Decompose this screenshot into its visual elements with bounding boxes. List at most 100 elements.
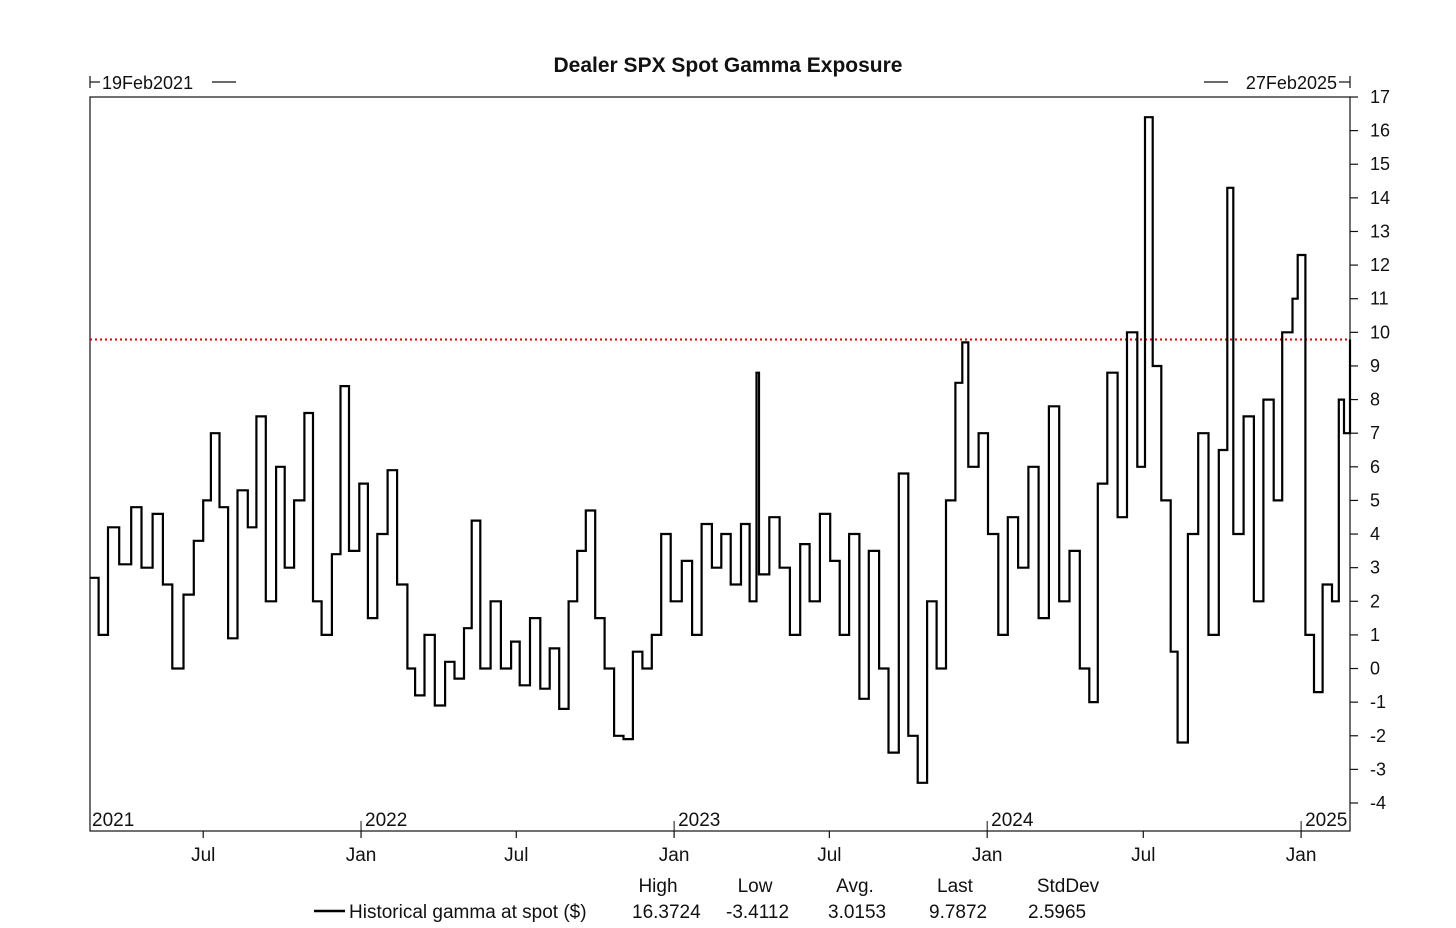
data-point [613,735,615,737]
data-point [236,489,239,491]
data-point [423,634,426,636]
data-point [1304,634,1306,636]
legend-value-last: 9.7872 [929,902,987,923]
data-point [348,550,350,552]
chart-title: Dealer SPX Spot Gamma Exposure [554,54,903,77]
y-tick-label: 5 [1370,490,1380,510]
date-range-markers: 19Feb2021 27Feb2025 [89,73,1351,93]
data-point [275,466,277,468]
data-point [331,553,333,555]
y-tick-label: 9 [1370,356,1380,376]
data-point [1262,399,1264,401]
y-tick-label: 17 [1370,87,1390,107]
data-point [98,634,100,636]
data-point [1349,338,1351,341]
data-point [255,415,257,417]
data-point [1281,331,1283,333]
data-point [1068,550,1071,552]
data-point [414,694,416,697]
data-point [107,526,109,528]
data-point [202,499,204,501]
y-tick-label: 15 [1370,154,1390,174]
data-point [140,567,143,569]
data-point [247,526,249,528]
legend: Historical gamma at spot ($) High Low Av… [314,876,1100,923]
data-point [182,594,185,596]
date-start-label: 19Feb2021 [102,73,193,93]
data-point [376,533,378,535]
data-point [691,634,693,636]
legend-header-stddev: StdDev [1037,876,1100,897]
legend-series-name: Historical gamma at spot ($) [349,902,587,923]
data-point [444,661,446,663]
data-point [387,469,389,471]
data-point [809,600,811,602]
data-point [711,567,713,569]
data-point [758,573,760,576]
data-point [1027,466,1029,468]
month-label: Jul [817,845,841,866]
data-point [604,667,606,670]
data-point [1273,499,1275,501]
data-point [171,667,173,670]
data-point [848,533,850,535]
data-point [218,506,221,508]
month-label: Jul [1131,845,1155,866]
data-point [1343,432,1345,434]
data-point [961,341,963,343]
data-point [1152,365,1154,367]
y-tick-label: 12 [1370,255,1390,275]
data-point [755,372,758,374]
legend-header-last: Last [937,876,974,897]
legend-value-stddev: 2.5965 [1028,902,1086,923]
data-point [1160,499,1162,501]
data-point [1187,533,1189,535]
data-point [434,704,436,707]
month-label: Jan [346,845,377,866]
data-point [367,617,369,619]
data-point [1097,483,1099,485]
y-tick-label: 4 [1370,524,1380,544]
data-point [1177,741,1179,744]
data-point [839,634,841,636]
data-point [1048,405,1050,407]
data-point [1226,187,1228,189]
data-point [1007,516,1009,518]
data-point [193,540,195,542]
data-point [1136,466,1138,468]
data-point [510,641,512,643]
data-point [749,600,751,602]
data-point [293,499,295,501]
data-point [1117,516,1119,518]
data-point [339,385,342,387]
year-label: 2023 [678,810,720,831]
data-point [1313,691,1315,693]
plot-frame [89,96,1351,832]
data-point [358,483,360,485]
data-point [1106,372,1108,374]
data-point [720,533,722,535]
y-tick-label: 10 [1370,322,1390,342]
data-point [152,513,154,515]
data-point [670,600,672,602]
data-point [162,583,164,586]
legend-value-high: 16.3724 [632,902,701,923]
data-point [1038,617,1040,619]
data-point [660,533,662,535]
data-point [1170,651,1172,653]
data-point [987,533,989,535]
year-label: 2024 [991,810,1034,831]
data-point [303,412,305,414]
data-point [997,634,999,636]
data-point [1079,667,1081,670]
data-point [858,698,861,700]
y-tick-label: 2 [1370,591,1380,611]
legend-header-high: High [638,876,677,897]
legend-header-low: Low [738,876,773,897]
data-point [558,708,560,710]
data-point [1322,583,1324,586]
data-point [1017,567,1019,569]
y-tick-label: 13 [1370,221,1390,241]
data-point [1058,600,1060,602]
